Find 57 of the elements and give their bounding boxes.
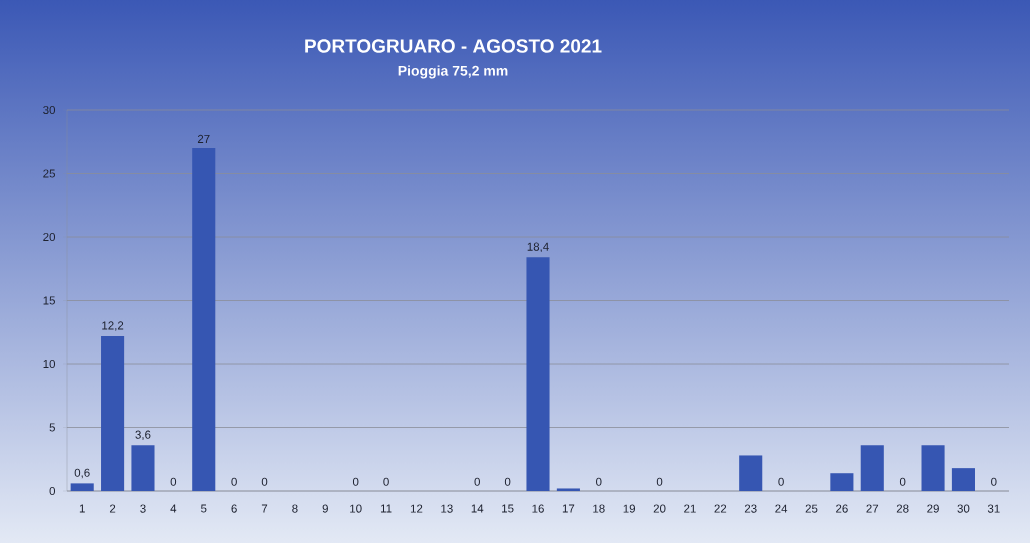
x-tick-label: 30 [957, 504, 970, 513]
x-tick-label: 12 [410, 504, 423, 513]
x-tick-label: 31 [987, 504, 1000, 513]
y-tick-label: 0 [49, 486, 56, 496]
x-tick-label: 23 [744, 504, 757, 513]
x-tick-label: 15 [502, 504, 514, 513]
data-label: 0 [474, 477, 480, 486]
data-label: 12,2 [102, 321, 124, 331]
x-tick-label: 3 [140, 504, 146, 513]
x-tick-label: 6 [231, 504, 237, 513]
y-tick-label: 20 [43, 232, 56, 242]
x-tick-label: 2 [109, 504, 116, 513]
y-tick-label: 30 [43, 105, 56, 115]
x-tick-label: 16 [532, 504, 544, 513]
data-label: 3,6 [135, 430, 151, 441]
x-tick-label: 24 [775, 504, 788, 513]
data-label: 0 [261, 477, 268, 486]
y-tick-label: 25 [43, 169, 55, 178]
x-tick-label: 7 [261, 504, 268, 513]
data-label: 0 [383, 477, 389, 486]
data-label: 0 [991, 477, 997, 486]
data-label: 18,4 [527, 242, 549, 253]
x-tick-label: 29 [927, 504, 939, 513]
data-label: 0 [899, 477, 906, 486]
x-tick-label: 11 [380, 504, 392, 513]
x-tick-label: 8 [292, 504, 298, 513]
data-label: 0,6 [74, 468, 90, 479]
x-tick-label: 5 [201, 504, 207, 513]
data-label: 0 [656, 477, 663, 486]
data-label: 0 [231, 477, 237, 486]
x-tick-label: 22 [714, 504, 727, 513]
chart-title: PORTOGRUARO - AGOSTO 2021 [305, 39, 602, 53]
data-label: 27 [197, 134, 210, 143]
x-tick-label: 9 [322, 504, 328, 513]
x-tick-label: 28 [896, 504, 909, 513]
x-tick-label: 27 [866, 504, 879, 513]
data-label: 0 [778, 477, 784, 486]
data-label: 0 [596, 477, 602, 486]
x-tick-label: 19 [623, 504, 636, 513]
x-tick-label: 21 [684, 504, 696, 513]
x-tick-label: 17 [562, 504, 575, 513]
chart-subtitle: Pioggia 75,2 mm [398, 65, 508, 79]
x-tick-label: 4 [170, 504, 177, 513]
x-tick-label: 26 [836, 504, 848, 513]
x-tick-label: 14 [471, 504, 484, 513]
data-label: 0 [504, 477, 511, 486]
y-tick-label: 10 [43, 359, 56, 369]
y-tick-label: 15 [43, 296, 55, 305]
x-tick-label: 18 [593, 504, 605, 513]
x-tick-label: 25 [805, 504, 818, 513]
data-label: 0 [352, 477, 359, 486]
y-tick-label: 5 [49, 423, 55, 432]
x-tick-label: 20 [653, 504, 666, 513]
data-label: 0 [170, 477, 177, 486]
x-tick-label: 1 [79, 504, 85, 513]
x-tick-label: 13 [441, 504, 453, 513]
x-tick-label: 10 [350, 504, 362, 513]
